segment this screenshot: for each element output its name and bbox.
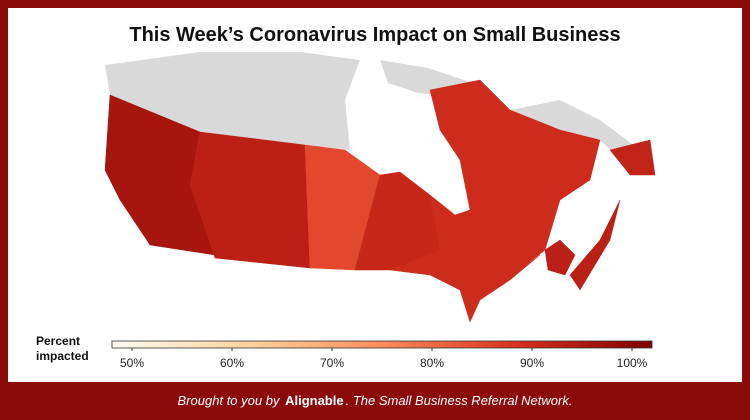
labrador: [510, 100, 640, 175]
map-title: This Week’s Coronavirus Impact on Small …: [129, 24, 621, 46]
colorbar-bar: [111, 340, 653, 349]
territories: [105, 52, 360, 150]
map: 50% 60% 70% 80% 90% 100%: [104, 52, 656, 370]
legend-title: Percent impacted: [36, 334, 89, 363]
footer-prefix: Brought to you by: [177, 393, 280, 408]
region: [189, 131, 311, 269]
colorbar-tick-label: 90%: [520, 356, 544, 370]
region: [609, 139, 656, 176]
colorbar-tick-label: 50%: [120, 356, 144, 370]
region: [569, 199, 621, 291]
colorbar-tick-label: 100%: [617, 356, 648, 370]
brand[interactable]: Alignable: [285, 393, 344, 408]
panel: This Week’s Coronavirus Impact on Small …: [8, 8, 742, 382]
footer: Brought to you by Alignable. The Small B…: [0, 382, 750, 420]
colorbar-tick-label: 60%: [220, 356, 244, 370]
region: [544, 239, 576, 276]
regions: [104, 79, 656, 323]
colorbar-tick-label: 70%: [320, 356, 344, 370]
colorbar: 50% 60% 70% 80% 90% 100%: [111, 340, 653, 370]
colorbar-tick-label: 80%: [420, 356, 444, 370]
footer-suffix: . The Small Business Referral Network.: [345, 393, 573, 408]
